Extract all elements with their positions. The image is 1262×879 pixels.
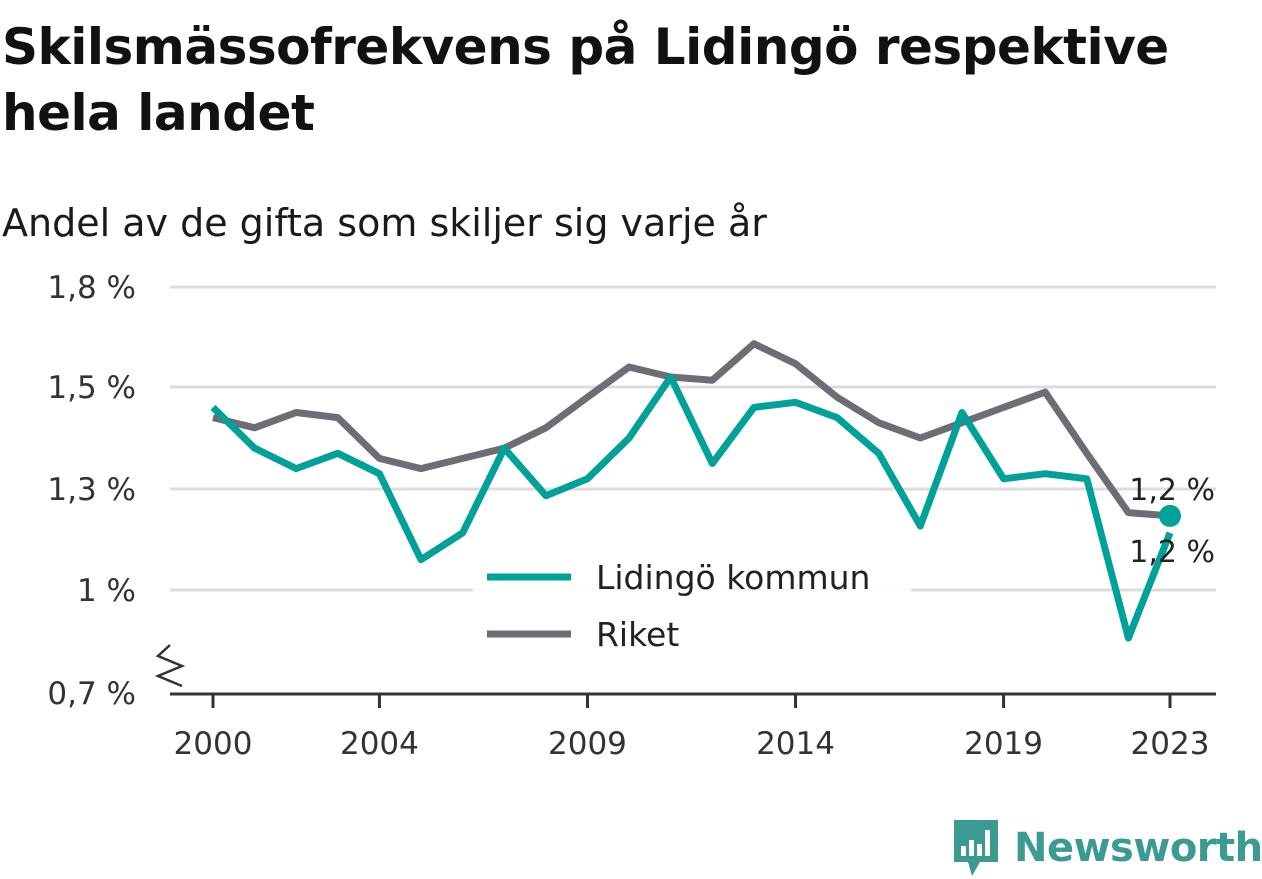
- series-line: [210, 373, 1174, 642]
- x-tick-label: 2000: [174, 726, 253, 762]
- chart-subtitle: Andel av de gifta som skiljer sig varje …: [2, 201, 767, 245]
- legend-label: Lidingö kommun: [596, 558, 870, 597]
- x-tick-label: 2004: [340, 726, 419, 762]
- y-axis-tick-labels: 0,7 % 1 % 1,3 % 1,5 % 1,8 %: [47, 270, 136, 712]
- x-tick-label: 2009: [548, 726, 627, 762]
- legend: Lidingö kommun Riket: [473, 545, 911, 665]
- x-tick-label: 2014: [756, 726, 835, 762]
- x-axis-tick-labels: 2000 2004 2009 2014 2019 2023: [174, 726, 1210, 762]
- chart-title: Skilsmässofrekvens på Lidingö respektive…: [2, 18, 1169, 142]
- series-line: [212, 340, 1171, 520]
- end-labels: 1,2 % 1,2 %: [1129, 473, 1215, 570]
- end-label-lidingo: 1,2 %: [1129, 535, 1215, 570]
- brand-name: Newsworthy: [1014, 825, 1262, 871]
- brand-logo[interactable]: Newsworthy: [950, 818, 1262, 878]
- series-lines: [210, 340, 1181, 642]
- y-tick-label: 0,7 %: [47, 676, 136, 712]
- legend-background: [473, 545, 911, 665]
- end-label-riket: 1,2 %: [1129, 473, 1215, 508]
- newsworthy-logo-icon: [954, 820, 998, 876]
- y-tick-label: 1,8 %: [47, 270, 136, 306]
- legend-label: Riket: [596, 615, 679, 654]
- y-tick-label: 1,3 %: [47, 472, 136, 508]
- x-tick-label: 2019: [964, 726, 1043, 762]
- x-tick-label: 2023: [1131, 726, 1210, 762]
- grid-lines: [170, 285, 1216, 592]
- y-tick-label: 1,5 %: [47, 370, 136, 406]
- end-point-marker: [1159, 504, 1181, 527]
- y-tick-label: 1 %: [77, 573, 136, 609]
- axis-break-icon: [154, 644, 186, 688]
- x-axis: [154, 644, 1216, 708]
